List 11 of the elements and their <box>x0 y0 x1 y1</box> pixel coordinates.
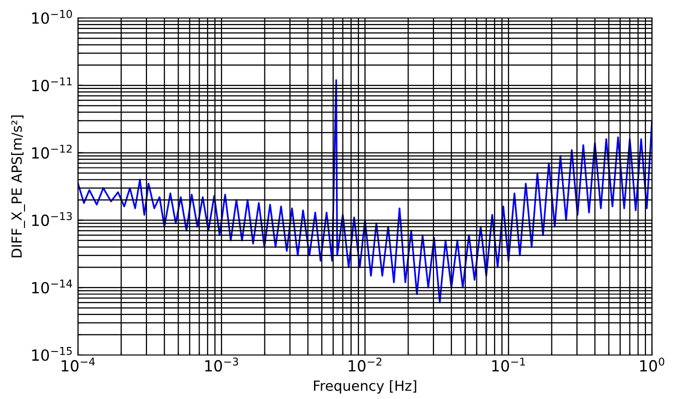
y-tick-label: 10$^{−10}$ <box>32 10 72 24</box>
y-tick-label: 10$^{−11}$ <box>32 77 72 92</box>
x-tick-label: 10$^{−1}$ <box>492 358 525 372</box>
x-tick-label: 10$^{−3}$ <box>205 358 238 372</box>
y-tick-label: 10$^{−13}$ <box>32 212 72 226</box>
y-tick-label: 10$^{−14}$ <box>32 280 72 294</box>
y-tick-label: 10$^{−12}$ <box>32 144 72 159</box>
y-axis-title: DIFF_X_PE APS[m/s²] <box>11 116 25 258</box>
x-tick-label: 10$^{−2}$ <box>348 358 382 372</box>
x-axis-title: Frequency [Hz] <box>314 380 416 394</box>
x-tick-label: 10$^{0}$ <box>640 358 664 372</box>
